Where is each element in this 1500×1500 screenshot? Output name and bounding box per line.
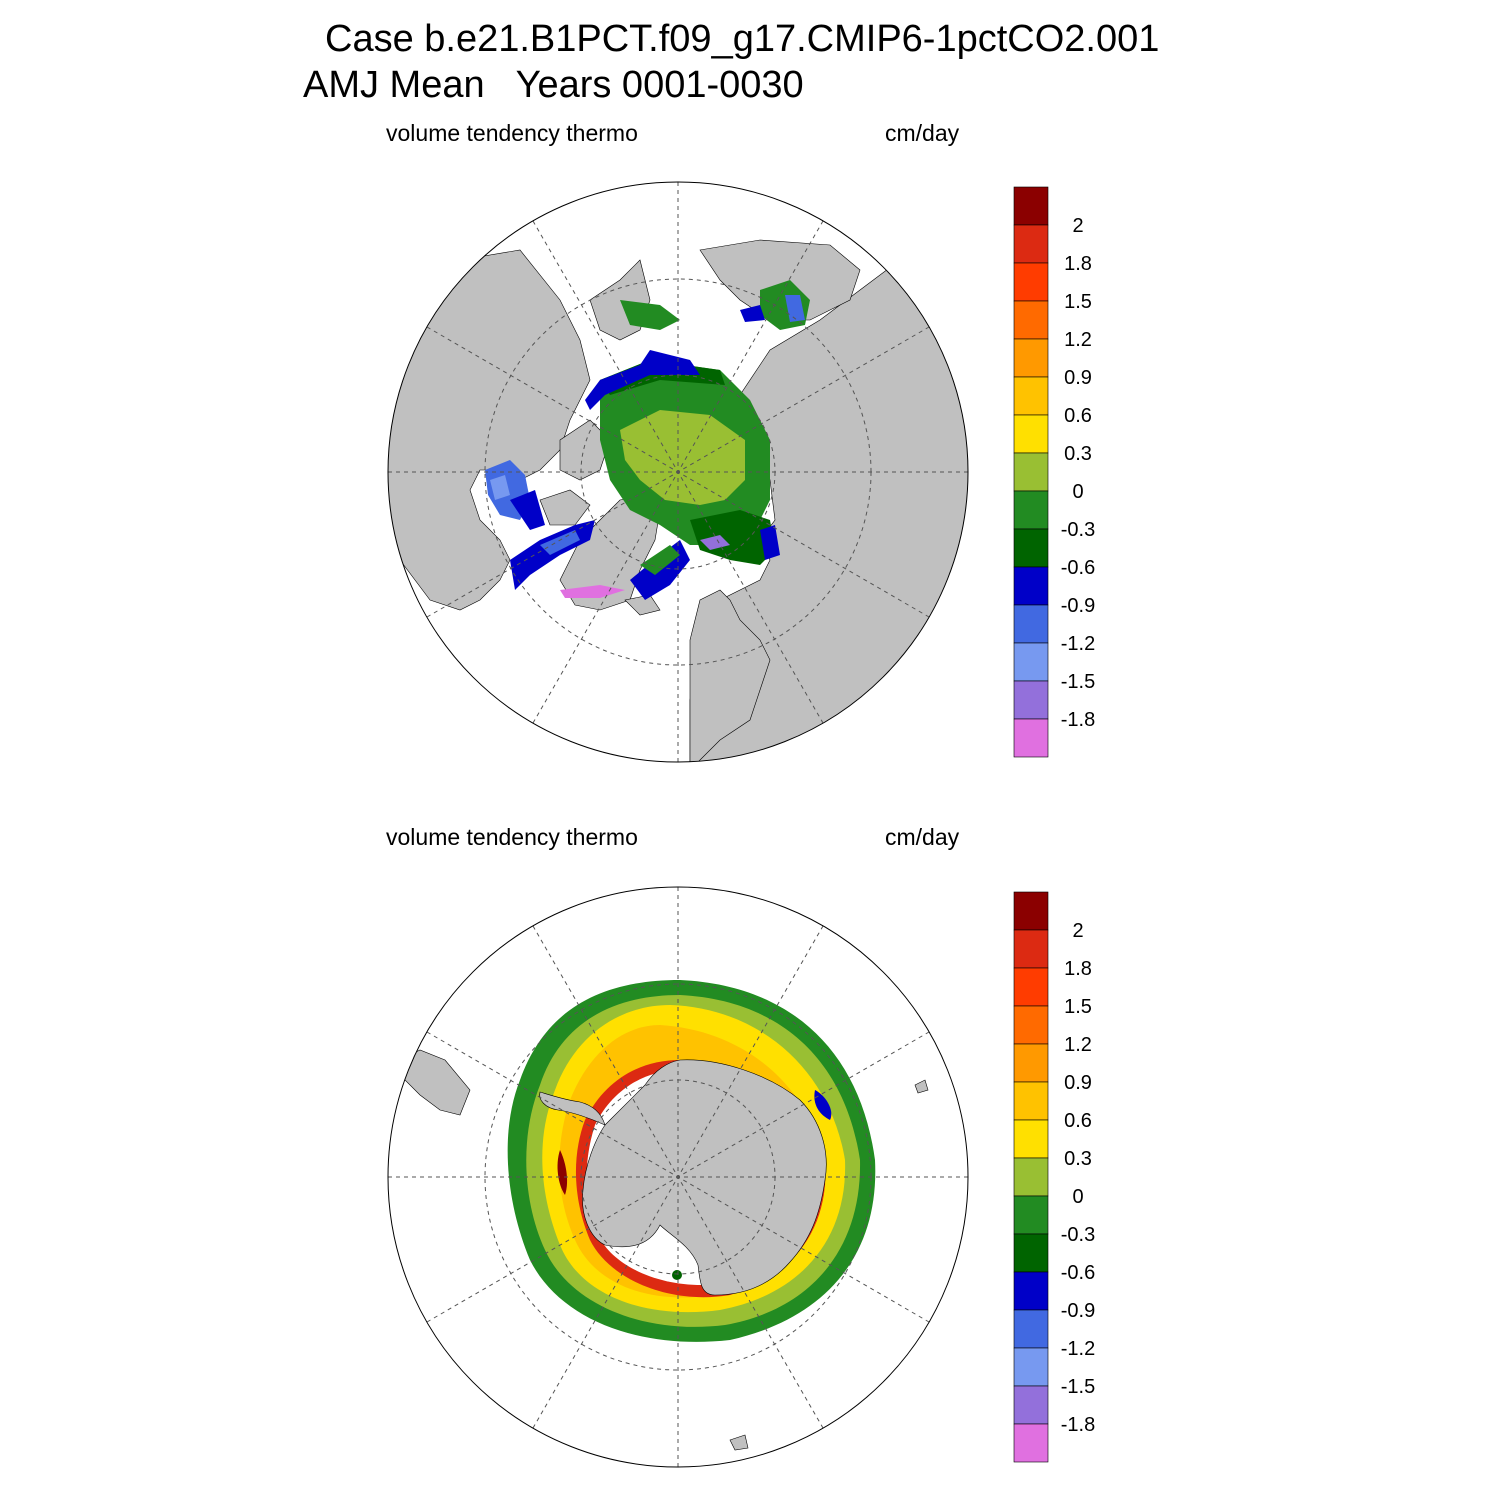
south-colorbar-swatch <box>1013 929 1049 969</box>
south-colorbar-tick-label: -0.3 <box>1061 1224 1095 1246</box>
south-panel-variable-label: volume tendency thermo <box>386 824 638 850</box>
south-colorbar-tick-label: 2 <box>1072 920 1083 942</box>
north-colorbar-swatch <box>1013 414 1049 454</box>
north-panel-variable-label: volume tendency thermo <box>386 120 638 146</box>
south-colorbar-swatch <box>1013 1347 1049 1387</box>
south-colorbar-swatch <box>1013 967 1049 1007</box>
north-map-sea-ice-field <box>485 280 810 600</box>
south-colorbar-swatch <box>1013 1157 1049 1197</box>
north-colorbar-swatch <box>1013 300 1049 340</box>
south-map-boundary <box>387 886 969 1468</box>
north-colorbar: 2 1.8 1.5 1.2 0.9 0.6 0.3 0 -0.3 -0.6 -0.9 -1.2 -1.5… <box>1013 186 1095 758</box>
north-colorbar-tick-label: 0.9 <box>1064 367 1092 389</box>
south-colorbar-swatch <box>1013 1423 1049 1463</box>
south-colorbar: 2 1.8 1.5 1.2 0.9 0.6 0.3 0 -0.3 -0.6 -0.9 -1.2 -1.5… <box>1013 891 1095 1463</box>
figure-title-line-1: Case b.e21.B1PCT.f09_g17.CMIP6-1pctCO2.0… <box>325 18 1160 60</box>
south-colorbar-swatch <box>1013 891 1049 931</box>
north-colorbar-swatch <box>1013 224 1049 264</box>
north-colorbar-swatch <box>1013 566 1049 606</box>
south-colorbar-swatch <box>1013 1119 1049 1159</box>
north-colorbar-tick-label: -1.8 <box>1061 709 1095 731</box>
north-colorbar-tick-label: 0.3 <box>1064 443 1092 465</box>
north-colorbar-tick-label: 1.2 <box>1064 329 1092 351</box>
south-colorbar-swatch <box>1013 1081 1049 1121</box>
north-colorbar-tick-label: -0.3 <box>1061 519 1095 541</box>
south-colorbar-swatch <box>1013 1309 1049 1349</box>
north-colorbar-swatch <box>1013 718 1049 758</box>
figure-title-line-2: AMJ Mean Years 0001-0030 <box>303 64 804 106</box>
south-colorbar-tick-label: 0.6 <box>1064 1110 1092 1132</box>
south-colorbar-tick-label: 0.3 <box>1064 1148 1092 1170</box>
north-colorbar-tick-label: 1.5 <box>1064 291 1092 313</box>
south-colorbar-tick-label: -0.9 <box>1061 1300 1095 1322</box>
south-colorbar-tick-label: -1.2 <box>1061 1338 1095 1360</box>
south-colorbar-swatch <box>1013 1043 1049 1083</box>
north-colorbar-tick-label: -1.5 <box>1061 671 1095 693</box>
south-colorbar-swatch <box>1013 1271 1049 1311</box>
north-panel-units-label: cm/day <box>885 120 960 146</box>
north-colorbar-swatch <box>1013 604 1049 644</box>
north-colorbar-swatch <box>1013 490 1049 530</box>
north-colorbar-swatch <box>1013 680 1049 720</box>
north-colorbar-tick-label: 0.6 <box>1064 405 1092 427</box>
south-map-land <box>399 1049 929 1451</box>
south-panel-units-label: cm/day <box>885 824 960 850</box>
north-colorbar-tick-label: -0.9 <box>1061 595 1095 617</box>
south-colorbar-tick-label: 0 <box>1072 1186 1083 1208</box>
north-colorbar-swatch <box>1013 642 1049 682</box>
north-map-boundary <box>387 181 969 763</box>
north-polar-map <box>387 181 969 763</box>
south-colorbar-swatch <box>1013 1385 1049 1425</box>
south-colorbar-tick-label: 0.9 <box>1064 1072 1092 1094</box>
south-colorbar-swatch <box>1013 1195 1049 1235</box>
south-colorbar-tick-label: 1.2 <box>1064 1034 1092 1056</box>
south-colorbar-tick-label: 1.5 <box>1064 996 1092 1018</box>
north-colorbar-tick-label: -1.2 <box>1061 633 1095 655</box>
north-colorbar-tick-label: 0 <box>1072 481 1083 503</box>
north-colorbar-tick-label: 2 <box>1072 215 1083 237</box>
north-colorbar-swatch <box>1013 528 1049 568</box>
north-colorbar-swatch <box>1013 338 1049 378</box>
south-colorbar-tick-label: -0.6 <box>1061 1262 1095 1284</box>
north-colorbar-swatch <box>1013 186 1049 226</box>
north-colorbar-swatch <box>1013 262 1049 302</box>
south-map-graticule <box>388 887 968 1467</box>
north-colorbar-tick-label: -0.6 <box>1061 557 1095 579</box>
north-colorbar-swatch <box>1013 376 1049 416</box>
south-colorbar-tick-label: 1.8 <box>1064 958 1092 980</box>
south-colorbar-tick-label: -1.5 <box>1061 1376 1095 1398</box>
north-colorbar-tick-label: 1.8 <box>1064 253 1092 275</box>
south-colorbar-swatch <box>1013 1005 1049 1045</box>
north-map-graticule <box>388 182 968 762</box>
north-colorbar-swatch <box>1013 452 1049 492</box>
south-polar-map <box>387 886 969 1468</box>
south-colorbar-swatch <box>1013 1233 1049 1273</box>
south-colorbar-tick-label: -1.8 <box>1061 1414 1095 1436</box>
